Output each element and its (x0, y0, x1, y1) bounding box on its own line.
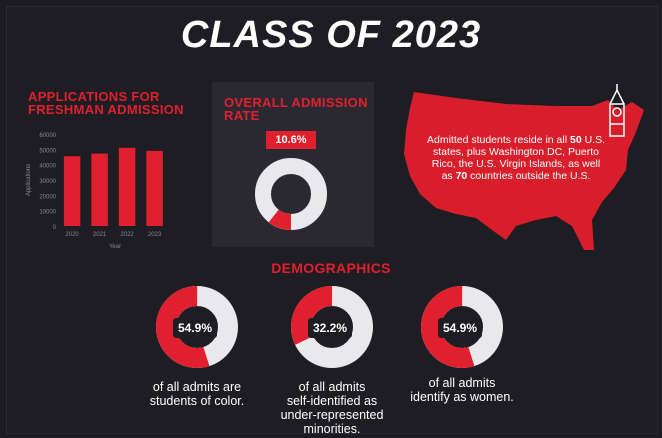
x-tick-label: 2023 (148, 232, 162, 238)
donut-track (255, 158, 327, 230)
women-value: 54.9% (438, 318, 483, 338)
map-text-3: countries outside the U.S. (467, 170, 591, 182)
x-tick-label: 2021 (93, 232, 107, 238)
students-of-color-donut (156, 286, 238, 368)
caption-line: of all admits (298, 380, 366, 394)
caption-line: self-identified as (286, 394, 378, 408)
caption-line: of all admits are (152, 380, 242, 394)
y-tick-label: 0 (53, 225, 57, 231)
y-tick-label: 10000 (39, 210, 56, 216)
y-tick-label: 20000 (39, 194, 56, 200)
applications-heading-line1: APPLICATIONS FOR (28, 89, 160, 104)
caption-line: minorities. (303, 422, 361, 436)
y-tick-label: 60000 (39, 133, 56, 139)
caption-line: identify as women. (410, 390, 514, 404)
applications-bar-chart: 0 10000 20000 30000 40000 50000 60000 2020 2021 2… (26, 133, 163, 250)
bar-2020 (63, 156, 81, 226)
map-text-1: Admitted students reside in all (426, 134, 570, 146)
y-tick-label: 50000 (39, 148, 56, 154)
us-map-shape (404, 92, 644, 250)
bar-2021 (91, 153, 108, 226)
x-tick-label: 2022 (120, 232, 134, 238)
women-donut (421, 286, 503, 368)
countries-count: 70 (455, 170, 468, 182)
admission-rate-donut (255, 158, 327, 230)
bar-2022 (118, 147, 136, 226)
y-tick-label: 40000 (39, 164, 56, 170)
caption-line: under-represented (280, 408, 384, 422)
urm-caption: of all admits self-identified as under-r… (270, 380, 394, 436)
students-of-color-value: 54.9% (173, 318, 218, 338)
y-tick-label: 30000 (39, 179, 56, 185)
y-axis-label: Applications (26, 164, 32, 196)
states-count: 50 (569, 134, 582, 146)
map-text-2: U.S. states, plus Washington DC, Puerto … (431, 134, 606, 182)
map-description: Admitted students reside in all 50 U.S. … (426, 134, 606, 182)
applications-heading: APPLICATIONS FOR FRESHMAN ADMISSION (28, 90, 184, 116)
admission-rate-badge: 10.6% (266, 131, 316, 149)
admission-rate-heading-line1: OVERALL ADMISSION (224, 95, 368, 110)
caption-line: students of color. (149, 394, 245, 408)
urm-donut (291, 286, 373, 368)
urm-value: 32.2% (308, 318, 353, 338)
applications-heading-line2: FRESHMAN ADMISSION (28, 102, 184, 117)
donut-value-arc (255, 158, 327, 230)
admission-rate-heading-line2: RATE (224, 108, 260, 123)
admission-rate-heading: OVERALL ADMISSION RATE (224, 96, 368, 122)
us-map-graphic (404, 84, 644, 250)
demographics-heading: DEMOGRAPHICS (271, 260, 391, 276)
students-of-color-caption: of all admits are students of color. (137, 380, 257, 408)
caption-line: of all admits (428, 376, 496, 390)
clock-tower-icon (609, 84, 625, 137)
page-title: CLASS OF 2023 (180, 14, 482, 56)
x-axis-label: Year (109, 244, 121, 250)
bar-2023 (146, 150, 163, 226)
women-caption: of all admits identify as women. (402, 376, 522, 404)
x-tick-label: 2020 (65, 232, 79, 238)
